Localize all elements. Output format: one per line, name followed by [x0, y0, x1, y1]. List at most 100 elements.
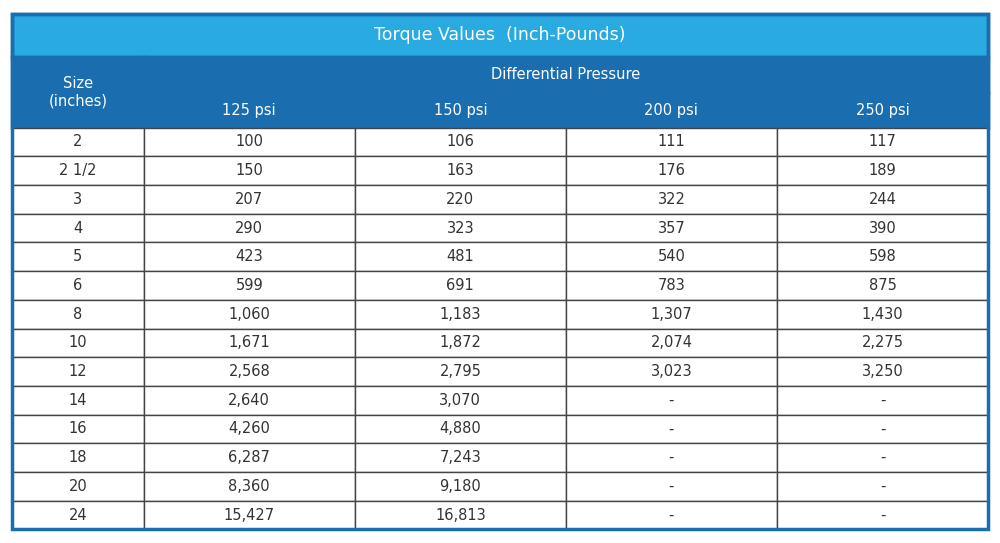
Text: 2,795: 2,795 [439, 364, 481, 379]
Bar [144, 242, 355, 271]
Bar [777, 185, 988, 214]
Bar [777, 501, 988, 529]
Text: 423: 423 [235, 249, 263, 264]
Bar [777, 242, 988, 271]
Text: 3: 3 [73, 192, 82, 207]
Bar [777, 92, 988, 128]
Bar [12, 415, 144, 443]
Text: 1,060: 1,060 [228, 307, 270, 321]
Bar [144, 443, 355, 472]
Text: 6,287: 6,287 [228, 450, 270, 465]
Text: 1,671: 1,671 [228, 336, 270, 350]
Bar [777, 329, 988, 357]
Bar [355, 185, 566, 214]
Bar [144, 415, 355, 443]
Text: 2,568: 2,568 [228, 364, 270, 379]
Bar [12, 329, 144, 357]
Text: 3,023: 3,023 [651, 364, 692, 379]
Text: 20: 20 [69, 479, 87, 494]
Bar [566, 357, 777, 386]
Text: 250 psi: 250 psi [856, 103, 909, 117]
Text: 163: 163 [447, 163, 474, 178]
Text: 2,275: 2,275 [861, 336, 903, 350]
Bar [12, 443, 144, 472]
Bar [777, 357, 988, 386]
Text: 7,243: 7,243 [439, 450, 481, 465]
Bar [566, 128, 777, 156]
Bar [777, 156, 988, 185]
Text: Differential Pressure: Differential Pressure [491, 67, 641, 83]
Text: 106: 106 [446, 135, 474, 149]
Bar [12, 472, 144, 501]
Bar [355, 357, 566, 386]
Text: -: - [669, 421, 674, 437]
Text: -: - [880, 450, 885, 465]
Bar [144, 156, 355, 185]
Bar [144, 58, 988, 92]
Text: -: - [669, 508, 674, 522]
Bar [144, 300, 355, 329]
Text: 12: 12 [69, 364, 87, 379]
Bar [355, 214, 566, 242]
Text: 2,640: 2,640 [228, 393, 270, 408]
Bar [566, 443, 777, 472]
Text: 390: 390 [869, 220, 896, 236]
Bar [144, 472, 355, 501]
Bar [12, 156, 144, 185]
Text: 150 psi: 150 psi [434, 103, 487, 117]
Text: 189: 189 [869, 163, 896, 178]
Text: 8,360: 8,360 [228, 479, 270, 494]
Bar [355, 329, 566, 357]
Text: 1,183: 1,183 [440, 307, 481, 321]
Text: 4,880: 4,880 [439, 421, 481, 437]
Text: 125 psi: 125 psi [222, 103, 276, 117]
Text: 1,430: 1,430 [862, 307, 903, 321]
Bar [144, 92, 355, 128]
Text: Size
(inches): Size (inches) [48, 77, 107, 109]
Text: 16: 16 [69, 421, 87, 437]
Text: 875: 875 [869, 278, 896, 293]
Text: -: - [669, 393, 674, 408]
Text: Torque Values  (Inch-Pounds): Torque Values (Inch-Pounds) [374, 27, 626, 45]
Text: 16,813: 16,813 [435, 508, 486, 522]
Text: 14: 14 [69, 393, 87, 408]
Bar [12, 185, 144, 214]
Bar [12, 357, 144, 386]
Text: 117: 117 [869, 135, 896, 149]
Bar [144, 128, 355, 156]
Text: -: - [669, 479, 674, 494]
Text: 2 1/2: 2 1/2 [59, 163, 97, 178]
Bar [566, 242, 777, 271]
Bar [12, 300, 144, 329]
Text: 5: 5 [73, 249, 83, 264]
Text: 207: 207 [235, 192, 263, 207]
Bar [144, 357, 355, 386]
Text: 1,872: 1,872 [439, 336, 481, 350]
Text: 4: 4 [73, 220, 83, 236]
Bar [777, 443, 988, 472]
Text: 176: 176 [657, 163, 685, 178]
Bar [12, 14, 988, 58]
Bar [566, 156, 777, 185]
Bar [566, 415, 777, 443]
Text: 2,074: 2,074 [650, 336, 692, 350]
Bar [144, 185, 355, 214]
Text: 691: 691 [446, 278, 474, 293]
Text: 783: 783 [658, 278, 685, 293]
Bar [777, 128, 988, 156]
Text: 3,250: 3,250 [862, 364, 903, 379]
Bar [355, 300, 566, 329]
Bar [777, 472, 988, 501]
Text: 8: 8 [73, 307, 83, 321]
Bar [566, 214, 777, 242]
Bar [355, 156, 566, 185]
Text: -: - [880, 393, 885, 408]
Bar [566, 472, 777, 501]
Bar [777, 300, 988, 329]
Text: 323: 323 [447, 220, 474, 236]
Text: 4,260: 4,260 [228, 421, 270, 437]
Bar [355, 415, 566, 443]
Bar [144, 386, 355, 415]
Bar [144, 271, 355, 300]
Bar [12, 128, 144, 156]
